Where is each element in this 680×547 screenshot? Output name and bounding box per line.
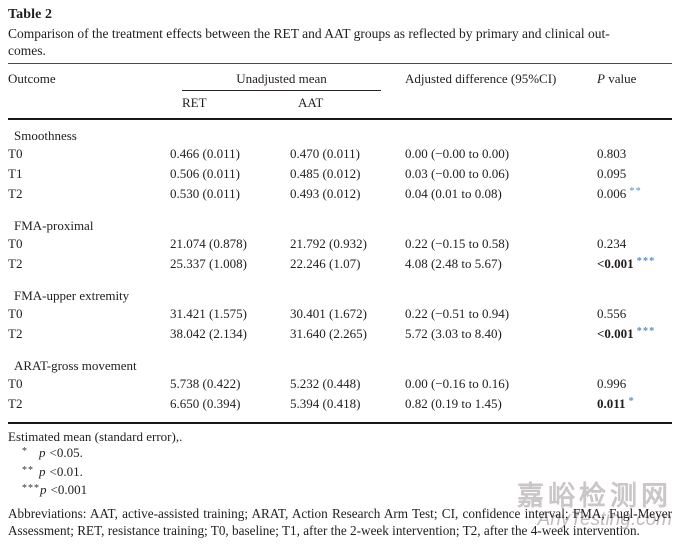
ret-mean-value: 5.738 (0.422) [170, 376, 241, 391]
section-label: ARAT-gross movement [14, 358, 137, 373]
adjusted-difference-value: 0.03 (−0.00 to 0.06) [405, 166, 510, 181]
table-caption: Comparison of the treatment effects betw… [8, 25, 672, 59]
table-row: T2 38.042 (2.134) 31.640 (2.265) 5.72 (3… [8, 325, 672, 345]
ret-mean-value: 31.421 (1.575) [170, 306, 247, 321]
column-header-ret: RET [170, 91, 290, 120]
p-value: 0.556 [597, 306, 627, 321]
adjusted-difference-value: 0.82 (0.19 to 1.45) [405, 395, 597, 424]
adjusted-difference-value: 0.00 (−0.00 to 0.00) [405, 146, 510, 161]
header-row-2: RET AAT [8, 91, 672, 120]
p-value: 0.095 [597, 166, 627, 181]
table-row: T0 21.074 (0.878) 21.792 (0.932) 0.22 (−… [8, 235, 672, 255]
significance-asterisks: * [628, 396, 635, 407]
p-value: <0.001 *** [597, 326, 656, 341]
caption-line2: comes. [8, 43, 46, 58]
column-header-adjusted-difference: Adjusted difference (95%CI) [405, 63, 597, 120]
timepoint-label: T1 [8, 166, 23, 181]
footnote-asterisk: *** [22, 483, 40, 494]
adjusted-difference-value: 4.08 (2.48 to 5.67) [405, 256, 502, 271]
adjusted-difference-value: 0.04 (0.01 to 0.08) [405, 186, 502, 201]
timepoint-label: T2 [8, 395, 170, 424]
aat-mean-value: 0.470 (0.011) [290, 146, 360, 161]
timepoint-label: T0 [8, 146, 23, 161]
section-row-arat-gross-movement: ARAT-gross movement [8, 345, 672, 375]
footnote-threshold: <0.05. [49, 445, 83, 460]
p-value: 0.234 [597, 236, 627, 251]
adjusted-difference-value: 0.00 (−0.16 to 0.16) [405, 376, 510, 391]
abbreviations-paragraph: Abbreviations: AAT, active-assisted trai… [8, 505, 672, 539]
footnote-p-symbol: p [39, 445, 46, 460]
column-header-aat: AAT [290, 91, 405, 120]
footnote-asterisk: * [22, 446, 28, 457]
p-value: 0.011 * [597, 395, 672, 424]
adjusted-difference-value: 5.72 (3.03 to 8.40) [405, 326, 502, 341]
unadjusted-mean-label: Unadjusted mean [182, 71, 381, 91]
footnote-p-0-01: ** p <0.01. [8, 464, 672, 483]
table-row: T2 0.530 (0.011) 0.493 (0.012) 0.04 (0.0… [8, 185, 672, 205]
footnote-p-symbol: p [39, 463, 46, 479]
adjusted-difference-value: 0.22 (−0.15 to 0.58) [405, 236, 510, 251]
table-row: T1 0.506 (0.011) 0.485 (0.012) 0.03 (−0.… [8, 165, 672, 185]
footnote-estimated-mean: Estimated mean (standard error),. [8, 429, 183, 444]
column-header-outcome: Outcome [8, 63, 170, 120]
aat-mean-value: 5.394 (0.418) [290, 395, 405, 424]
footnote-p-symbol: p [40, 482, 47, 497]
table-row: T0 5.738 (0.422) 5.232 (0.448) 0.00 (−0.… [8, 375, 672, 395]
timepoint-label: T0 [8, 376, 23, 391]
ret-mean-value: 25.337 (1.008) [170, 256, 247, 271]
aat-mean-value: 30.401 (1.672) [290, 306, 367, 321]
significance-asterisks: *** [636, 256, 656, 267]
timepoint-label: T2 [8, 326, 23, 341]
aat-mean-value: 21.792 (0.932) [290, 236, 367, 251]
table-row: T0 0.466 (0.011) 0.470 (0.011) 0.00 (−0.… [8, 145, 672, 165]
aat-mean-value: 0.485 (0.012) [290, 166, 361, 181]
ret-mean-value: 0.506 (0.011) [170, 166, 240, 181]
significance-asterisks: *** [636, 326, 656, 337]
footnote-threshold: <0.001 [50, 482, 88, 497]
results-table: Outcome Unadjusted mean Adjusted differe… [8, 63, 672, 424]
footnote-asterisk: ** [22, 464, 34, 476]
section-row-smoothness: Smoothness [8, 119, 672, 145]
timepoint-label: T0 [8, 306, 23, 321]
section-label: Smoothness [14, 128, 77, 143]
significance-asterisks: ** [629, 186, 642, 197]
ret-mean-value: 6.650 (0.394) [170, 395, 290, 424]
section-label: FMA-proximal [14, 218, 94, 233]
timepoint-label: T2 [8, 256, 23, 271]
table-row: T2 25.337 (1.008) 22.246 (1.07) 4.08 (2.… [8, 255, 672, 275]
aat-mean-value: 0.493 (0.012) [290, 186, 361, 201]
aat-mean-value: 22.246 (1.07) [290, 256, 361, 271]
ret-mean-value: 21.074 (0.878) [170, 236, 247, 251]
header-row-1: Outcome Unadjusted mean Adjusted differe… [8, 63, 672, 120]
p-value: 0.006 ** [597, 186, 642, 201]
p-value: 0.803 [597, 146, 627, 161]
column-header-p-value: P value [597, 63, 672, 120]
p-value: 0.996 [597, 376, 627, 391]
aat-mean-value: 5.232 (0.448) [290, 376, 361, 391]
column-header-unadjusted-mean: Unadjusted mean [170, 63, 405, 91]
ret-mean-value: 0.466 (0.011) [170, 146, 240, 161]
footnote-threshold: <0.01. [49, 463, 83, 479]
adjusted-difference-value: 0.22 (−0.51 to 0.94) [405, 306, 510, 321]
footnote-p-0-001: ***p <0.001 [8, 482, 672, 501]
caption-line1: Comparison of the treatment effects betw… [8, 26, 610, 41]
p-value: <0.001 *** [597, 256, 656, 271]
timepoint-label: T0 [8, 236, 23, 251]
footnote-p-0-05: * p <0.05. [8, 445, 672, 464]
ret-mean-value: 0.530 (0.011) [170, 186, 240, 201]
section-row-fma-upper-extremity: FMA-upper extremity [8, 275, 672, 305]
table-number-title: Table 2 [8, 7, 53, 22]
section-label: FMA-upper extremity [14, 288, 130, 303]
timepoint-label: T2 [8, 186, 23, 201]
ret-mean-value: 38.042 (2.134) [170, 326, 247, 341]
aat-mean-value: 31.640 (2.265) [290, 326, 367, 341]
table-row: T2 6.650 (0.394) 5.394 (0.418) 0.82 (0.1… [8, 395, 672, 424]
section-row-fma-proximal: FMA-proximal [8, 205, 672, 235]
footnotes: Estimated mean (standard error),. * p <0.0… [8, 429, 672, 540]
table-row: T0 31.421 (1.575) 30.401 (1.672) 0.22 (−… [8, 305, 672, 325]
